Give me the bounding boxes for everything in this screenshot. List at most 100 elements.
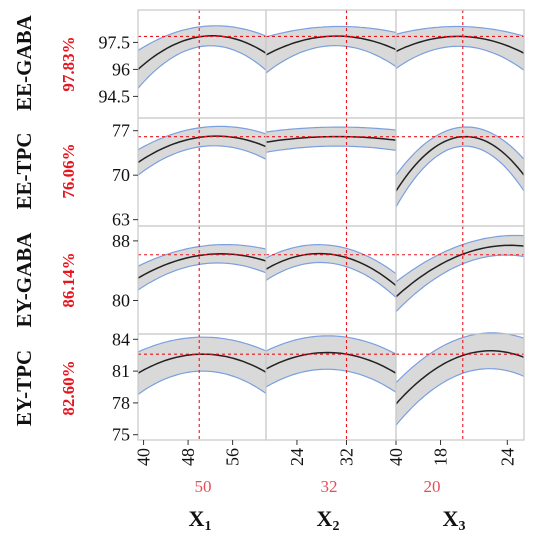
prediction-curve: [137, 253, 267, 279]
confidence-band: [266, 244, 396, 298]
profiler-panels: 94.5 96 97.5 63 70 77 80 88 75 78 81 84 40 48 56 24 32 40…: [99, 9, 525, 466]
confidence-band: [266, 26, 396, 73]
factor-label-x1: X1: [189, 506, 212, 533]
upper-confidence-line: [137, 336, 267, 353]
lower-confidence-line: [137, 262, 267, 291]
panel-r2-c1: 63 70 77: [112, 117, 267, 230]
upper-confidence-line: [395, 25, 525, 37]
panel-r4-c2: 24 32 40: [265, 333, 406, 466]
y-tick-label: 78: [112, 393, 130, 413]
prediction-curve: [395, 35, 525, 54]
x-tick-label: 32: [336, 448, 356, 466]
prediction-curve: [265, 135, 397, 143]
factor-label-x2: X2: [317, 506, 340, 533]
lower-confidence-line: [395, 145, 525, 208]
prediction-curve: [395, 350, 525, 405]
panel-r2-c2: [265, 117, 397, 227]
confidence-band: [266, 335, 396, 393]
y-tick-label: 63: [112, 210, 130, 230]
lower-confidence-line: [137, 45, 267, 89]
factor-label-x3: X3: [443, 506, 466, 533]
prediction-curve: [395, 135, 525, 192]
prediction-curve: [265, 351, 397, 374]
x-tick-label: 40: [134, 448, 154, 466]
response-name-ey-tpc: EY-TPC: [12, 350, 36, 426]
response-label-3: EY-GABA 86.14%: [12, 232, 78, 328]
panel-r3-c3: [395, 225, 525, 335]
y-tick-label: 94.5: [99, 86, 131, 106]
confidence-band: [138, 25, 266, 89]
response-value-ey-tpc: 82.60%: [59, 360, 78, 415]
panel-r1-c2: [265, 9, 397, 119]
upper-confidence-line: [265, 25, 397, 38]
prediction-curve: [137, 135, 267, 164]
lower-confidence-line: [265, 44, 397, 74]
y-tick-label: 77: [112, 121, 130, 141]
factor-subscript-x3: 3: [458, 519, 465, 533]
confidence-band: [138, 337, 266, 395]
y-tick-label: 84: [112, 329, 130, 349]
x-tick-label: 18: [431, 448, 451, 466]
response-name-ee-gaba: EE-GABA: [12, 14, 36, 111]
lower-confidence-line: [265, 145, 397, 153]
confidence-band: [396, 127, 524, 207]
response-label-2: EE-TPC 76.06%: [12, 132, 78, 209]
upper-confidence-line: [395, 234, 525, 283]
y-tick-label: 81: [112, 361, 130, 381]
response-name-ee-tpc: EE-TPC: [12, 132, 36, 209]
x-tick-label: 48: [178, 448, 198, 466]
x-tick-label: 40: [386, 448, 406, 466]
y-tick-label: 75: [112, 425, 130, 445]
panel-r2-c3: [395, 117, 525, 227]
prediction-curve: [265, 35, 397, 56]
upper-confidence-line: [265, 335, 397, 355]
x-tick-label: 56: [223, 448, 243, 466]
y-tick-label: 70: [112, 165, 130, 185]
panel-r3-c1: 80 88: [112, 225, 267, 335]
prediction-curve: [265, 252, 397, 287]
response-label-4: EY-TPC 82.60%: [12, 350, 78, 426]
response-value-ee-tpc: 76.06%: [59, 143, 78, 198]
panel-r3-c2: [265, 225, 397, 335]
confidence-band: [138, 244, 266, 291]
response-value-ee-gaba: 97.83%: [59, 36, 78, 91]
response-name-ey-gaba: EY-GABA: [12, 232, 36, 328]
x-tick-label: 24: [287, 448, 307, 466]
confidence-band: [266, 127, 396, 153]
lower-confidence-line: [137, 370, 267, 395]
upper-confidence-line: [395, 126, 525, 176]
response-value-ey-gaba: 86.14%: [59, 252, 78, 307]
y-tick-label: 96: [112, 59, 130, 79]
factor-letter-x3: X: [443, 506, 459, 531]
factor-letter-x1: X: [189, 506, 205, 531]
lower-confidence-line: [265, 261, 397, 298]
prediction-curve: [395, 244, 525, 298]
panel-r4-c3: 18 24: [395, 332, 525, 466]
x-tick-label: 24: [497, 448, 517, 466]
factor-subscript-x1: 1: [204, 519, 211, 533]
panel-r1-c1: 94.5 96 97.5: [99, 9, 267, 119]
upper-confidence-line: [137, 25, 267, 52]
lower-confidence-line: [137, 145, 267, 176]
upper-confidence-line: [137, 125, 267, 151]
factor-setting-x1: 50: [195, 477, 212, 496]
confidence-band: [138, 126, 266, 176]
factor-subscript-x2: 2: [332, 519, 339, 533]
factor-setting-x2: 32: [321, 477, 338, 496]
panel-border: [395, 333, 525, 441]
factor-letter-x2: X: [317, 506, 333, 531]
lower-confidence-line: [395, 254, 525, 313]
panel-r4-c1: 75 78 81 84 40 48 56: [112, 329, 267, 466]
confidence-band: [396, 235, 524, 312]
lower-confidence-line: [265, 368, 397, 393]
panel-r1-c3: [395, 9, 525, 119]
upper-confidence-line: [265, 243, 397, 275]
upper-confidence-line: [137, 244, 267, 267]
lower-confidence-line: [395, 45, 525, 71]
lower-confidence-line: [395, 368, 525, 426]
prediction-curve: [137, 35, 267, 70]
y-tick-label: 88: [112, 231, 130, 251]
confidence-band: [396, 332, 524, 426]
response-label-1: EE-GABA 97.83%: [12, 14, 78, 111]
